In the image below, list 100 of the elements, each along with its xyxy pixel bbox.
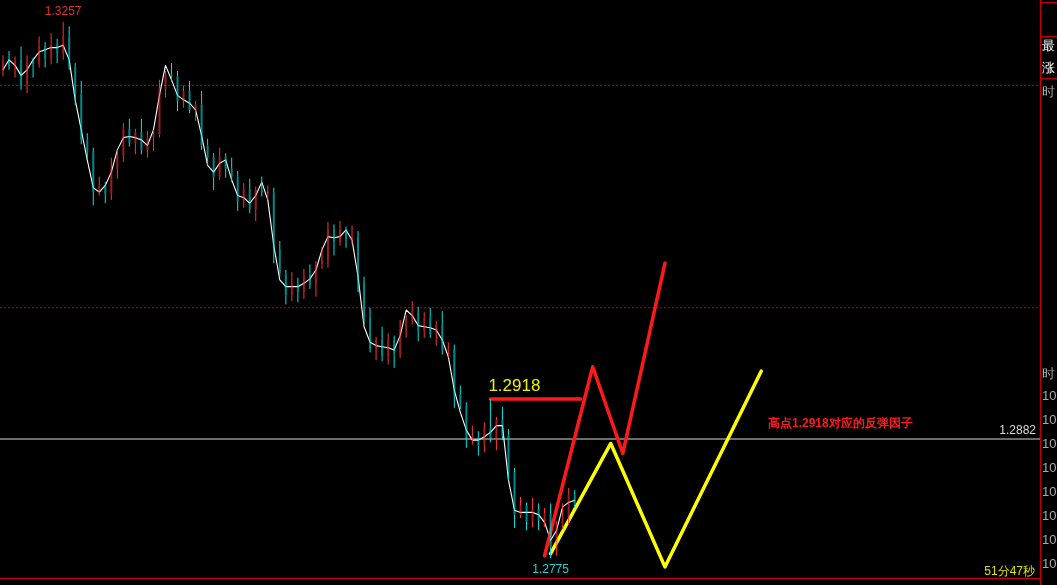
candlestick <box>2 54 5 77</box>
text: 10 <box>1042 436 1057 451</box>
candlestick <box>399 319 402 359</box>
candlestick <box>326 221 329 269</box>
candlestick <box>272 187 275 264</box>
text: 涨 <box>1042 60 1055 75</box>
candlestick <box>194 100 197 122</box>
candlestick <box>369 307 372 353</box>
text: 10 <box>1042 556 1057 571</box>
candlestick <box>363 276 366 325</box>
candlestick <box>212 152 215 191</box>
text: 10 <box>1042 484 1057 499</box>
candlestick <box>8 50 11 71</box>
candlestick <box>447 341 450 359</box>
text: 10 <box>1042 532 1057 547</box>
candlestick <box>507 428 510 481</box>
candlestick <box>495 416 498 451</box>
candlestick <box>405 315 408 339</box>
candlestick <box>32 57 35 79</box>
candlestick <box>338 220 341 247</box>
candlestick <box>164 70 167 99</box>
annotation: 1.3257 <box>44 4 82 18</box>
candlestick <box>555 520 558 557</box>
candlestick <box>122 122 125 163</box>
candlestick <box>74 62 77 106</box>
candlestick <box>567 487 570 526</box>
candlestick <box>62 21 65 61</box>
candlestick <box>140 118 143 155</box>
ref-line-label: 1.2882 <box>999 423 1037 438</box>
candlestick <box>465 401 468 449</box>
candlestick <box>278 240 281 278</box>
candlestick <box>296 277 299 303</box>
candlestick <box>375 336 378 361</box>
candlestick <box>92 147 95 206</box>
text: 最 <box>1042 38 1055 53</box>
annotation: 1.2918 <box>488 375 541 395</box>
candlestick <box>134 128 137 155</box>
candlestick <box>152 129 155 152</box>
candlestick <box>314 260 317 298</box>
candlestick <box>489 398 492 443</box>
candlestick <box>266 184 269 201</box>
candlestick <box>459 385 462 410</box>
candlestick <box>26 54 29 94</box>
candlestick <box>573 489 576 509</box>
candlestick <box>345 226 347 249</box>
candlestick <box>236 170 239 212</box>
candlestick <box>549 503 552 559</box>
candlestick <box>248 178 251 214</box>
candlestick <box>531 497 534 528</box>
candlestick <box>435 320 438 347</box>
candlestick <box>513 467 516 529</box>
candlestick <box>224 152 227 179</box>
candlestick <box>68 25 71 71</box>
candlestick <box>501 406 504 441</box>
text: 51分47秒 <box>984 564 1035 578</box>
candlestick <box>182 84 185 109</box>
annotation: 高点1.2918对应的反弹因子 <box>768 416 913 430</box>
candlestick <box>332 223 335 257</box>
candlestick <box>393 335 396 369</box>
candlestick <box>429 307 432 339</box>
text: 10 <box>1042 412 1057 427</box>
text: 10 <box>1042 508 1057 523</box>
candlestick <box>561 503 564 530</box>
candlestick <box>128 118 131 148</box>
candlestick <box>218 147 221 181</box>
candlestick <box>242 182 245 209</box>
text: 时 <box>1042 84 1055 99</box>
candlestick <box>441 310 444 355</box>
candlestick <box>104 181 107 204</box>
candlestick <box>20 45 23 91</box>
candlestick <box>423 311 426 339</box>
candlestick <box>543 507 546 528</box>
candlestick <box>50 32 53 65</box>
candlestick <box>188 80 191 114</box>
text: 时 <box>1042 366 1055 381</box>
candlestick <box>381 326 384 362</box>
candlestick <box>14 55 17 79</box>
candlestick <box>200 90 203 151</box>
candlestick <box>519 496 522 519</box>
candlestick <box>158 79 161 139</box>
candlestick <box>308 263 311 290</box>
candlestick <box>302 268 305 300</box>
candlestick <box>453 343 456 409</box>
candlestick <box>86 132 89 161</box>
text: 10 <box>1042 460 1057 475</box>
candlestick <box>525 501 528 531</box>
candlestick <box>110 157 113 201</box>
candlestick <box>80 80 83 145</box>
candlestick <box>38 35 41 69</box>
text: 10 <box>1042 388 1057 403</box>
candlestick <box>260 176 263 198</box>
candlestick <box>471 425 474 446</box>
candlestick <box>254 186 257 222</box>
candlestick <box>44 41 47 69</box>
candlestick <box>351 225 354 245</box>
candlestick <box>357 230 360 293</box>
candlestick <box>387 332 390 366</box>
candlestick <box>146 130 149 159</box>
candlestick <box>477 430 480 457</box>
annotation: 1.2775 <box>532 562 570 576</box>
